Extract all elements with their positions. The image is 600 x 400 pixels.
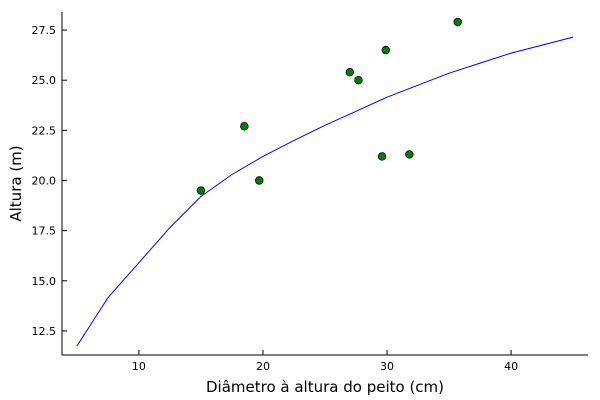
y-ticks: 12.5 15.0 17.5 20.0 22.5 25.0 27.5 xyxy=(32,24,67,338)
data-point xyxy=(345,67,355,77)
fitted-curve xyxy=(76,36,574,347)
x-tick-label: 30 xyxy=(380,360,394,373)
y-tick-label: 22.5 xyxy=(32,124,57,137)
y-tick-label: 25.0 xyxy=(32,74,57,87)
data-point xyxy=(453,17,462,27)
data-point xyxy=(377,152,387,161)
data-point xyxy=(354,75,363,85)
y-tick-label: 20.0 xyxy=(32,174,57,187)
y-tick-label: 15.0 xyxy=(32,275,57,288)
data-points-layer xyxy=(196,17,462,195)
x-tick-label: 20 xyxy=(256,360,270,373)
data-point xyxy=(196,186,206,195)
x-axis-title: Diâmetro à altura do peito (cm) xyxy=(206,378,444,396)
y-axis-title: Altura (m) xyxy=(7,145,25,221)
x-tick-label: 40 xyxy=(504,360,518,373)
y-tick-label: 12.5 xyxy=(32,325,57,338)
fit-curve-layer xyxy=(76,36,574,347)
y-tick-label: 27.5 xyxy=(32,24,57,37)
data-point xyxy=(381,45,390,55)
data-point xyxy=(255,176,264,185)
x-tick-label: 10 xyxy=(132,360,146,373)
x-ticks: 10 20 30 40 xyxy=(132,350,518,373)
data-point xyxy=(405,150,414,159)
data-point xyxy=(240,122,249,131)
y-tick-label: 17.5 xyxy=(32,225,57,238)
